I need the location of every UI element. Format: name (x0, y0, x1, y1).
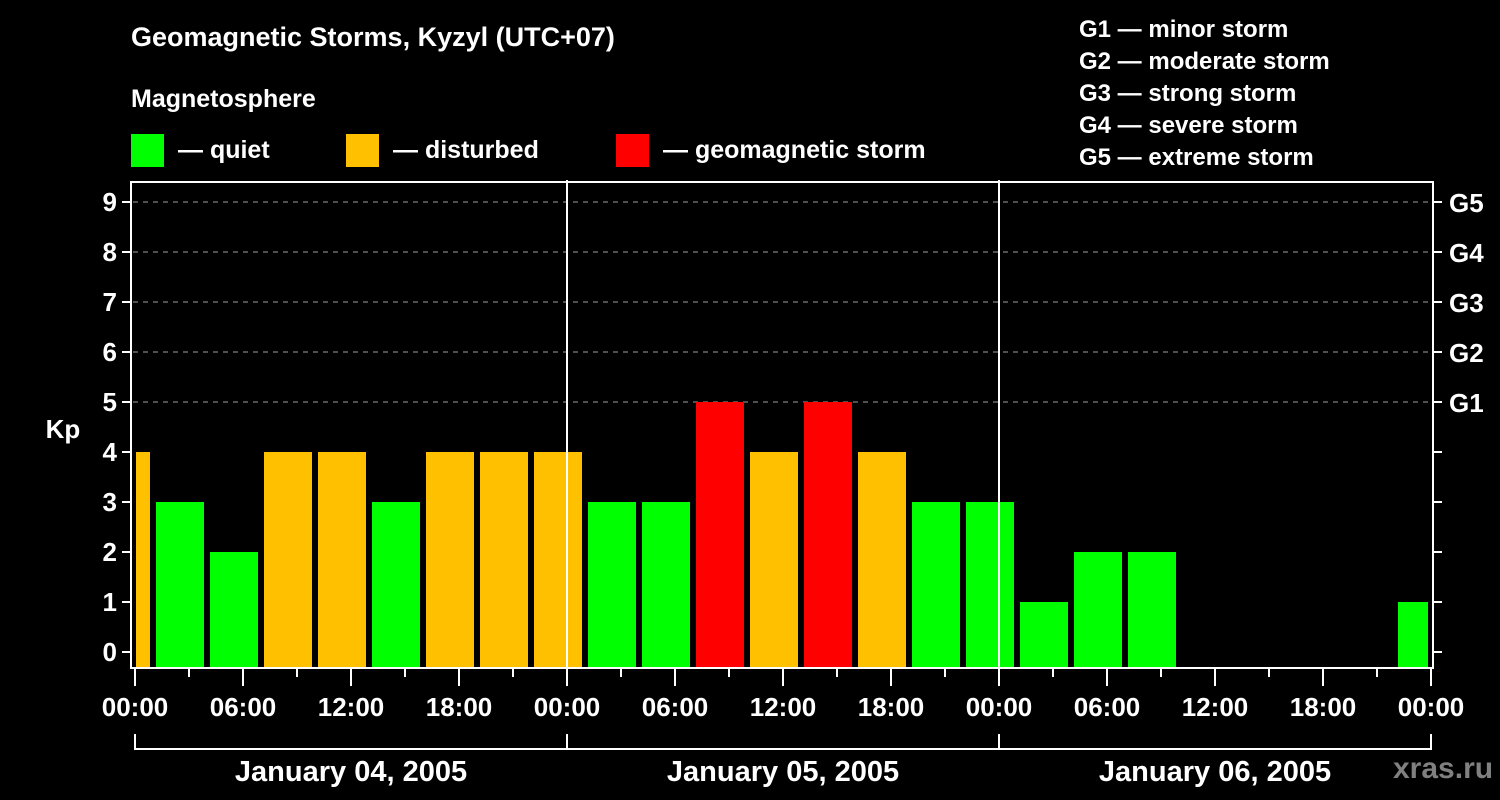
day-label: January 05, 2005 (667, 756, 899, 788)
y-tick-label: 7 (103, 287, 117, 317)
kp-bar-quiet (210, 552, 258, 668)
legend-label-quiet: — quiet (178, 135, 270, 164)
kp-bar-disturbed (750, 452, 798, 668)
x-tick-label: 18:00 (1290, 692, 1357, 722)
y-tick-label: 6 (103, 337, 117, 367)
x-tick-label: 00:00 (1398, 692, 1465, 722)
kp-bar-quiet (966, 502, 1014, 668)
kp-bar-quiet (156, 502, 204, 668)
x-tick-label: 18:00 (426, 692, 493, 722)
chart-subtitle: Magnetosphere (131, 85, 316, 113)
x-tick-label: 18:00 (858, 692, 925, 722)
kp-bar-storm (804, 402, 852, 668)
kp-bar-quiet (1128, 552, 1176, 668)
x-tick-label: 06:00 (642, 692, 709, 722)
y-tick-label: 5 (103, 387, 117, 417)
kp-bar-disturbed (426, 452, 474, 668)
kp-bar-disturbed (136, 452, 150, 668)
chart-title: Geomagnetic Storms, Kyzyl (UTC+07) (131, 22, 615, 52)
legend-item-storm: — geomagnetic storm (616, 133, 926, 167)
g-scale-label: G5 (1449, 188, 1484, 218)
kp-bar-quiet (1020, 602, 1068, 668)
x-tick-label: 00:00 (102, 692, 169, 722)
x-tick-label: 06:00 (210, 692, 277, 722)
g-scale-label: G3 (1449, 288, 1484, 318)
y-tick-label: 9 (103, 187, 117, 217)
g-level-g5: G5 — extreme storm (1079, 144, 1314, 171)
g-scale-label: G2 (1449, 338, 1484, 368)
g-level-g2: G2 — moderate storm (1079, 48, 1330, 75)
kp-bar-quiet (1398, 602, 1428, 668)
kp-bar-disturbed (534, 452, 582, 668)
watermark: xras.ru (1393, 752, 1494, 785)
kp-bar-disturbed (858, 452, 906, 668)
legend-item-quiet: — quiet (131, 133, 270, 167)
kp-bar-disturbed (480, 452, 528, 668)
legend-swatch-disturbed (346, 133, 379, 167)
x-tick-label: 00:00 (966, 692, 1033, 722)
y-tick-label: 1 (103, 587, 117, 617)
day-label: January 04, 2005 (235, 756, 467, 788)
x-tick-label: 12:00 (1182, 692, 1249, 722)
kp-bar-quiet (372, 502, 420, 668)
legend-item-disturbed: — disturbed (346, 133, 539, 167)
legend-swatch-storm (616, 133, 649, 167)
x-tick-label: 06:00 (1074, 692, 1141, 722)
x-tick-label: 00:00 (534, 692, 601, 722)
y-tick-label: 2 (103, 537, 117, 567)
g-level-g4: G4 — severe storm (1079, 112, 1298, 139)
kp-bar-quiet (912, 502, 960, 668)
kp-bar-disturbed (264, 452, 312, 668)
legend-swatch-quiet (131, 133, 164, 167)
g-level-g3: G3 — strong storm (1079, 80, 1297, 107)
legend-label-disturbed: — disturbed (393, 135, 539, 164)
kp-bar-quiet (642, 502, 690, 668)
x-tick-label: 12:00 (750, 692, 817, 722)
kp-bar-quiet (588, 502, 636, 668)
x-tick-label: 12:00 (318, 692, 385, 722)
y-tick-label: 3 (103, 487, 117, 517)
day-label: January 06, 2005 (1099, 756, 1331, 788)
g-scale-label: G4 (1449, 238, 1484, 268)
kp-bar-quiet (1074, 552, 1122, 668)
y-tick-label: 8 (103, 237, 117, 267)
legend-label-storm: — geomagnetic storm (663, 135, 926, 164)
kp-bar-disturbed (318, 452, 366, 668)
g-level-g1: G1 — minor storm (1079, 16, 1289, 43)
g-scale-label: G1 (1449, 388, 1484, 418)
y-axis-label: Kp (46, 414, 81, 444)
kp-bar-storm (696, 402, 744, 668)
y-tick-label: 4 (103, 437, 118, 467)
y-tick-label: 0 (103, 637, 117, 667)
g-level-legend: G1 — minor storm G2 — moderate storm G3 … (1079, 14, 1330, 174)
